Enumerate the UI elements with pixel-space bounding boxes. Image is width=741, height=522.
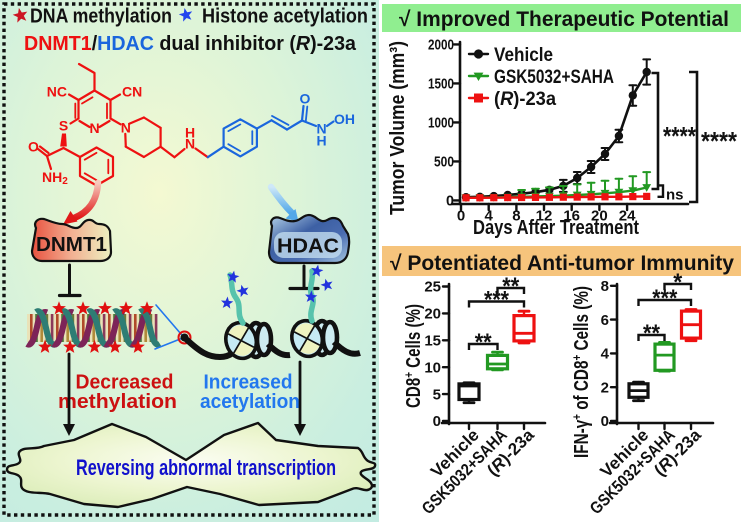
svg-text:10: 10 <box>424 359 441 376</box>
svg-text:500: 500 <box>434 153 454 170</box>
svg-text:4: 4 <box>485 208 494 225</box>
svg-text:20: 20 <box>591 208 608 225</box>
svg-text:H: H <box>316 133 326 149</box>
svg-text:(R)-23a: (R)-23a <box>494 89 556 110</box>
svg-text:CN: CN <box>122 84 142 100</box>
svg-text:NH2: NH2 <box>42 169 68 187</box>
svg-text:O: O <box>28 139 39 155</box>
svg-text:acetylation: acetylation <box>200 391 300 413</box>
svg-text:N: N <box>121 120 131 136</box>
svg-text:DNMT1: DNMT1 <box>36 234 107 256</box>
svg-text:2000: 2000 <box>428 36 454 53</box>
svg-text:methylation: methylation <box>58 391 177 413</box>
svg-text:**: ** <box>502 273 520 300</box>
svg-text:Histone acetylation: Histone acetylation <box>202 6 368 28</box>
svg-text:12: 12 <box>536 208 553 225</box>
svg-text:NC: NC <box>47 84 67 100</box>
svg-text:2: 2 <box>601 379 609 396</box>
svg-text:15: 15 <box>424 333 441 350</box>
svg-text:20: 20 <box>424 306 441 323</box>
svg-text:8: 8 <box>601 278 609 295</box>
svg-text:Increased: Increased <box>204 372 293 394</box>
svg-text:HDAC: HDAC <box>277 236 339 258</box>
svg-text:1500: 1500 <box>428 75 454 92</box>
svg-text:Decreased: Decreased <box>76 372 174 394</box>
svg-text:1000: 1000 <box>428 114 454 131</box>
svg-text:√ Potentiated Anti-tumor Immun: √ Potentiated Anti-tumor Immunity <box>390 252 734 275</box>
svg-text:Tumor Volume (mm³): Tumor Volume (mm³) <box>387 41 409 215</box>
svg-text:25: 25 <box>424 279 441 296</box>
svg-text:4: 4 <box>601 346 610 363</box>
svg-text:****: **** <box>701 126 738 156</box>
svg-text:GSK5032+SAHA: GSK5032+SAHA <box>494 67 614 88</box>
svg-text:OH: OH <box>334 111 355 127</box>
svg-text:ns: ns <box>666 187 684 204</box>
svg-text:N: N <box>185 136 195 152</box>
svg-text:0: 0 <box>601 413 609 430</box>
svg-text:0: 0 <box>457 208 465 225</box>
svg-text:IFN-γ+ of CD8+ Cells (%): IFN-γ+ of CD8+ Cells (%) <box>569 286 593 458</box>
svg-text:5: 5 <box>433 386 441 403</box>
svg-text:**: ** <box>475 329 493 356</box>
svg-text:O: O <box>300 91 311 107</box>
svg-text:**: ** <box>643 320 661 347</box>
svg-text:****: **** <box>663 121 697 151</box>
svg-text:DNA methylation: DNA methylation <box>30 6 172 28</box>
svg-text:Days After Treatment: Days After Treatment <box>473 217 639 239</box>
svg-text:8: 8 <box>512 208 520 225</box>
svg-text:S: S <box>59 118 68 134</box>
svg-text:Vehicle: Vehicle <box>494 45 553 66</box>
svg-text:0: 0 <box>446 192 454 209</box>
svg-text:√ Improved Therapeutic Potenti: √ Improved Therapeutic Potential <box>399 8 729 31</box>
svg-text:16: 16 <box>563 208 580 225</box>
svg-text:0: 0 <box>433 413 441 430</box>
svg-text:24: 24 <box>619 208 636 225</box>
svg-text:DNMT1/HDAC dual inhibitor (R)-: DNMT1/HDAC dual inhibitor (R)-23a <box>24 33 357 55</box>
svg-text:CD8+ Cells (%): CD8+ Cells (%) <box>401 304 425 408</box>
svg-text:N: N <box>89 120 99 136</box>
svg-text:*: * <box>673 269 683 296</box>
svg-text:Reversing abnormal transcripti: Reversing abnormal transcription <box>76 455 336 480</box>
svg-text:H: H <box>185 125 195 141</box>
svg-text:6: 6 <box>601 312 609 329</box>
svg-text:N: N <box>316 121 326 137</box>
